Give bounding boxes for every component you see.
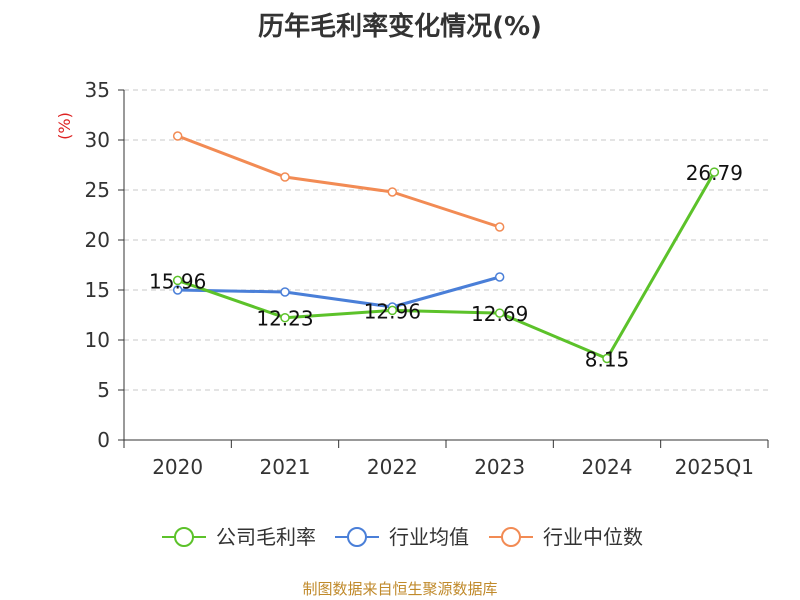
data-point <box>494 272 505 282</box>
data-point <box>172 275 183 286</box>
y-tick-label: 15 <box>85 278 110 302</box>
y-tick-label: 30 <box>85 128 110 152</box>
x-tick-label: 2024 <box>582 455 633 479</box>
source-note: 制图数据来自恒生聚源数据库 <box>302 580 498 598</box>
data-point <box>280 287 290 297</box>
y-tick-label: 10 <box>85 328 110 352</box>
legend-item-1: 行业均值 <box>335 525 469 549</box>
legend-item-0: 公司毛利率 <box>162 525 316 549</box>
data-label: 15.96 <box>149 269 206 293</box>
x-tick-label: 2025Q1 <box>675 455 754 479</box>
y-tick-label: 5 <box>97 378 110 402</box>
x-tick-label: 2022 <box>367 455 418 479</box>
series-line <box>177 134 501 229</box>
legend-marker <box>174 527 194 547</box>
data-label: 12.96 <box>364 299 421 323</box>
data-point <box>172 131 183 141</box>
data-point <box>494 308 505 318</box>
data-point <box>602 353 612 364</box>
data-label: 8.15 <box>585 348 630 372</box>
series-0 <box>172 167 720 364</box>
legend-label: 公司毛利率 <box>216 525 316 549</box>
data-point <box>172 285 183 295</box>
legend-marker <box>501 527 521 547</box>
chart-title: 历年毛利率变化情况(%) <box>258 12 542 42</box>
data-point <box>709 167 720 177</box>
data-point <box>280 312 290 323</box>
y-tick-label: 0 <box>97 428 110 452</box>
y-tick-label: 20 <box>85 228 110 252</box>
x-tick-label: 2021 <box>260 455 311 479</box>
series-1 <box>172 272 505 312</box>
series-line <box>177 275 501 309</box>
x-tick-label: 2023 <box>474 455 525 479</box>
series-2 <box>172 131 505 232</box>
y-tick-label: 25 <box>85 178 110 202</box>
legend-label: 行业中位数 <box>543 525 643 549</box>
legend-label: 行业均值 <box>389 525 469 549</box>
data-label: 26.79 <box>686 161 743 185</box>
data-point <box>387 305 398 316</box>
data-point <box>280 172 290 182</box>
y-tick-label: 35 <box>85 78 110 102</box>
series-line <box>177 171 716 360</box>
legend-item-2: 行业中位数 <box>489 525 643 549</box>
data-point <box>494 222 505 232</box>
x-tick-label: 2020 <box>152 455 203 479</box>
data-point <box>387 187 398 197</box>
y-axis-label: (%) <box>55 112 74 140</box>
data-label: 12.69 <box>471 302 528 326</box>
legend-marker <box>347 527 367 547</box>
data-label: 12.23 <box>256 307 313 331</box>
